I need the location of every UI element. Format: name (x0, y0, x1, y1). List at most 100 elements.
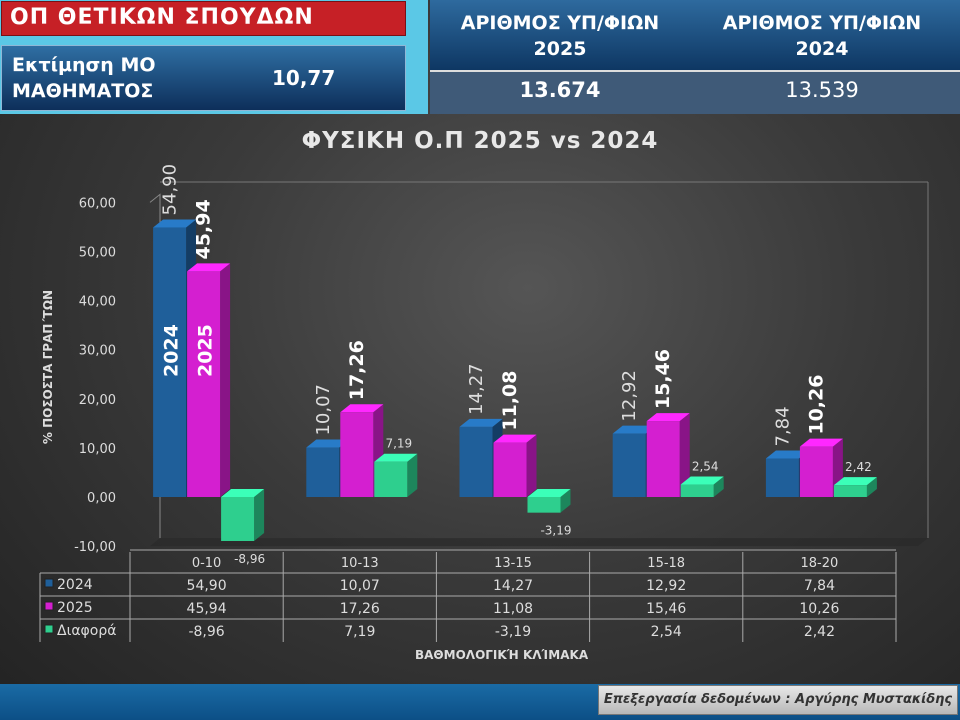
bar-Διαφορά-10-13 (374, 461, 408, 497)
table-cell: 10,26 (799, 601, 839, 617)
table-cell: 7,19 (344, 624, 375, 640)
bar-top (340, 404, 384, 413)
data-label: 10,07 (313, 384, 334, 436)
data-label: 2,54 (692, 460, 719, 474)
legend-label: 2024 (57, 577, 93, 593)
count-2024-value: 13.539 (785, 78, 859, 102)
data-label: -3,19 (540, 524, 571, 538)
bar-top (833, 477, 877, 486)
data-label: 7,19 (385, 437, 412, 451)
table-cell: 11,08 (493, 601, 533, 617)
count-2025-header-line1: ΑΡΙΘΜΟΣ ΥΠ/ΦΙΩΝ (460, 12, 660, 34)
bar-Διαφορά-13-15 (527, 497, 561, 513)
data-label: 10,26 (805, 375, 827, 435)
bar-2024-18-20 (765, 458, 799, 497)
table-cell: 7,84 (804, 578, 835, 594)
legend-swatch-Διαφορά (44, 624, 54, 634)
bar-top (221, 489, 265, 497)
bar-side (220, 263, 231, 497)
x-tick-label: 0-10 (192, 556, 222, 571)
bar-2025-10-13 (340, 412, 374, 497)
table-cell: 54,90 (187, 578, 227, 594)
bar-side (679, 413, 690, 497)
estimate-label: Εκτίμηση ΜΟ ΜΑΘΗΜΑΤΟΣ (12, 52, 156, 104)
count-2025-value: 13.674 (519, 78, 601, 102)
legend-label: Διαφορά (57, 623, 116, 639)
bar-top (153, 219, 197, 228)
y-tick-label: 10,00 (79, 442, 116, 457)
bar-2025-0-10 (187, 271, 221, 497)
bar-side (526, 434, 537, 497)
in-bar-label: 2024 (161, 324, 183, 377)
bar-side (254, 489, 265, 541)
x-tick-label: 18-20 (801, 556, 839, 571)
bar-2024-10-13 (306, 447, 340, 497)
bar-side (713, 476, 724, 497)
bar-Διαφορά-15-18 (680, 484, 714, 497)
data-label: 11,08 (499, 370, 521, 430)
counts-header (430, 0, 960, 72)
bar-top (374, 453, 418, 462)
bar-top (612, 425, 656, 434)
table-cell: 45,94 (187, 601, 227, 617)
bar-2025-18-20 (799, 446, 833, 497)
estimate-box: Εκτίμηση ΜΟ ΜΑΘΗΜΑΤΟΣ 10,77 (1, 45, 406, 111)
table-cell: -8,96 (188, 624, 224, 640)
bar-top (680, 476, 724, 485)
in-bar-label: 2025 (195, 324, 217, 377)
data-label: 15,46 (652, 349, 674, 409)
subject-title: ΟΠ ΘΕΤΙΚΩΝ ΣΠΟΥΔΩΝ (1, 1, 406, 36)
y-tick-label: 0,00 (87, 491, 116, 506)
table-cell: 15,46 (646, 601, 686, 617)
table-cell: 10,07 (340, 578, 380, 594)
bar-top (527, 489, 571, 497)
count-2024-header-line1: ΑΡΙΘΜΟΣ ΥΠ/ΦΙΩΝ (722, 12, 922, 34)
table-cell: 17,26 (340, 601, 380, 617)
data-label: 17,26 (346, 340, 368, 400)
bar-2024-13-15 (459, 426, 493, 497)
estimate-label-line1: Εκτίμηση ΜΟ (12, 54, 156, 76)
data-label: 2,42 (845, 460, 872, 474)
estimate-label-line2: ΜΑΘΗΜΑΤΟΣ (12, 80, 154, 102)
bar-2025-13-15 (493, 442, 527, 497)
bar-2024-15-18 (612, 433, 646, 497)
data-label: 12,92 (619, 370, 640, 422)
data-label: 45,94 (193, 199, 215, 259)
bar-top (765, 450, 809, 459)
bar-Διαφορά-0-10 (221, 497, 255, 541)
table-cell: 2,54 (651, 624, 682, 640)
bar-top (493, 434, 537, 443)
estimate-value: 10,77 (272, 66, 336, 90)
x-tick-label: 13-15 (494, 556, 532, 571)
data-label: 7,84 (772, 406, 793, 446)
counts-table: ΑΡΙΘΜΟΣ ΥΠ/ΦΙΩΝ 2025 ΑΡΙΘΜΟΣ ΥΠ/ΦΙΩΝ 2024 … (430, 0, 960, 114)
count-2025-header-line2: 2025 (533, 38, 587, 60)
bar-top (799, 438, 843, 447)
bar-side (866, 477, 877, 497)
y-tick-label: 20,00 (79, 393, 116, 408)
x-tick-label: 10-13 (341, 556, 379, 571)
chart-title: ΦΥΣΙΚΗ Ο.Π 2025 vs 2024 (301, 128, 659, 154)
legend-swatch-2024 (44, 578, 54, 588)
table-cell: -3,19 (495, 624, 531, 640)
bar-2025-15-18 (646, 421, 680, 497)
legend-swatch-2025 (44, 601, 54, 611)
bar-2024-0-10 (153, 227, 187, 498)
data-label: 14,27 (466, 363, 487, 415)
table-cell: 12,92 (646, 578, 686, 594)
x-tick-label: 15-18 (647, 556, 685, 571)
table-cell: 14,27 (493, 578, 533, 594)
y-tick-label: 50,00 (79, 246, 116, 261)
count-2025-header: ΑΡΙΘΜΟΣ ΥΠ/ΦΙΩΝ 2025 (430, 10, 690, 62)
data-label: 54,90 (160, 164, 181, 216)
bar-top (646, 413, 690, 422)
count-2024-header: ΑΡΙΘΜΟΣ ΥΠ/ΦΙΩΝ 2024 (692, 10, 952, 62)
bar-Διαφορά-18-20 (833, 485, 867, 497)
y-tick-label: 30,00 (79, 344, 116, 359)
y-tick-label: -10,00 (74, 540, 116, 555)
y-tick-label: 40,00 (79, 295, 116, 310)
bar-side (560, 489, 571, 513)
bar-top (187, 263, 231, 272)
table-cell: 2,42 (804, 624, 835, 640)
